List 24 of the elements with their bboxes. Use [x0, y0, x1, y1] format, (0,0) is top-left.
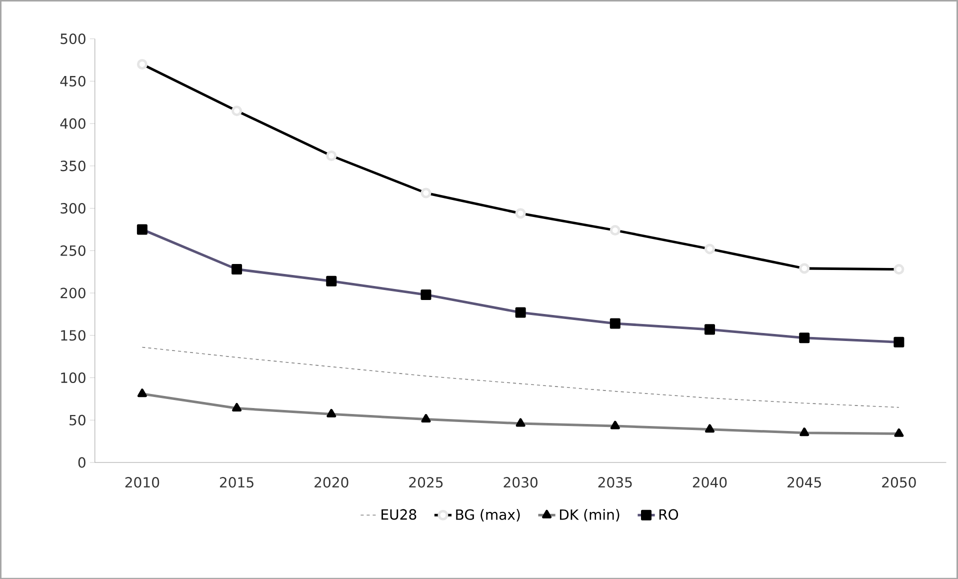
legend-label: EU28	[382, 508, 416, 520]
x-tick-label: 2050	[882, 476, 916, 488]
x-tick-label: 2025	[409, 476, 443, 488]
y-tick-label: 250	[60, 245, 86, 256]
x-tick-label: 2040	[692, 476, 727, 488]
x-tick-label: 2010	[125, 476, 160, 488]
y-tick-label: 350	[60, 160, 86, 172]
y-tick-label: 50	[70, 414, 86, 426]
legend-label: BG (max)	[456, 508, 520, 522]
y-tick-label: 400	[60, 118, 86, 129]
legend-label: DK (min)	[560, 508, 620, 522]
x-tick-label: 2045	[788, 476, 821, 488]
x-tick-label: 2020	[314, 476, 348, 488]
legend-label: RO	[659, 508, 678, 520]
x-tick-label: 2015	[220, 476, 254, 488]
x-tick-label: 2030	[504, 476, 538, 488]
y-tick-label: 300	[60, 202, 86, 214]
y-tick-label: 200	[60, 287, 86, 298]
y-tick-label: 0	[78, 456, 86, 468]
x-tick-label: 2035	[598, 476, 632, 488]
y-tick-label: 100	[61, 372, 86, 383]
y-tick-label: 450	[60, 76, 86, 86]
y-tick-label: 500	[60, 33, 86, 44]
y-tick-label: 150	[61, 330, 86, 340]
